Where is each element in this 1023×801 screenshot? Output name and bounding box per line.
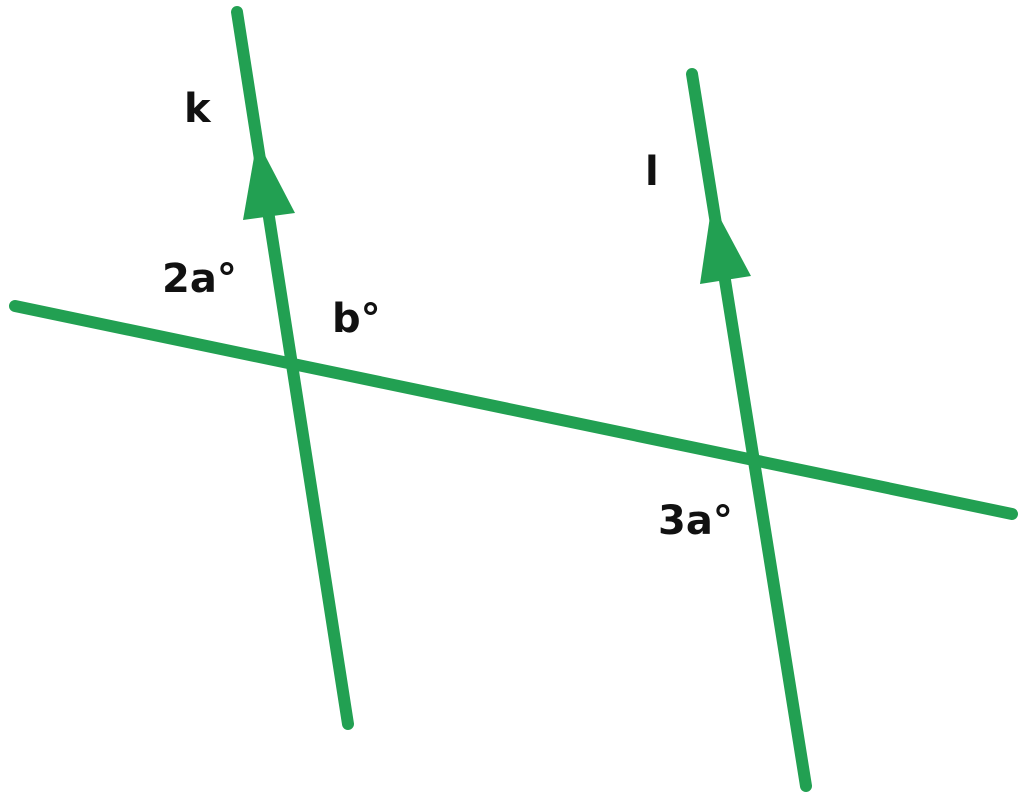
- line-k-label: k: [184, 86, 212, 132]
- line-k-arrow-icon: [243, 140, 295, 220]
- line-l-arrow-icon: [700, 203, 751, 284]
- line-k: [231, 6, 354, 730]
- line-l: [686, 68, 812, 792]
- line-l-label: l: [645, 149, 659, 195]
- angle-3a-label: 3a°: [658, 498, 733, 544]
- transversal-line: [9, 300, 1018, 520]
- angle-2a-label: 2a°: [162, 256, 237, 302]
- angle-b-label: b°: [332, 296, 381, 342]
